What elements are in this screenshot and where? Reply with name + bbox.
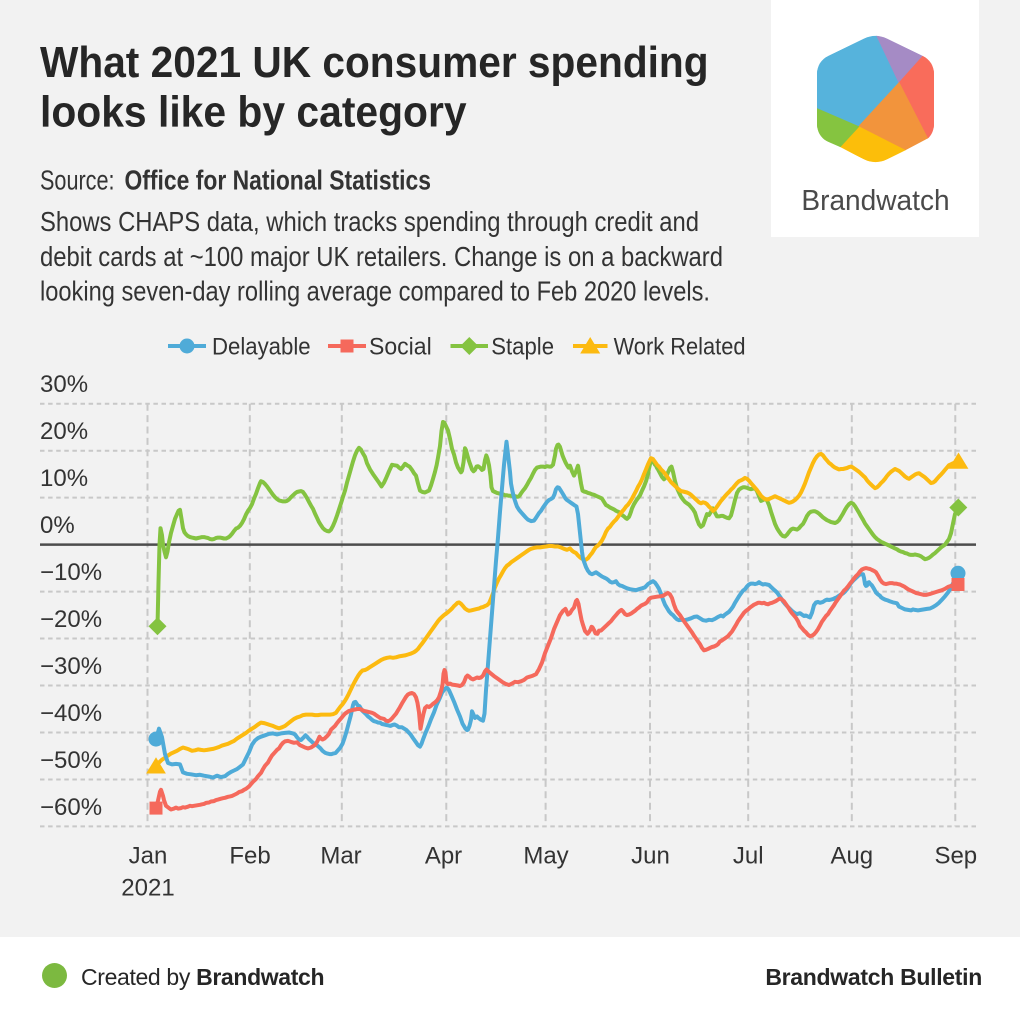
svg-text:Social: Social (369, 334, 432, 361)
svg-text:Jan: Jan (129, 843, 168, 870)
svg-text:30%: 30% (40, 371, 88, 398)
svg-text:looking seven-day rolling aver: looking seven-day rolling average compar… (40, 275, 710, 306)
svg-text:Jun: Jun (631, 843, 670, 870)
svg-text:May: May (523, 843, 568, 870)
svg-text:10%: 10% (40, 465, 88, 492)
svg-text:Sep: Sep (934, 843, 977, 870)
svg-text:−20%: −20% (40, 606, 102, 633)
svg-text:Apr: Apr (425, 843, 462, 870)
svg-text:Staple: Staple (491, 334, 554, 361)
svg-text:−40%: −40% (40, 700, 102, 727)
svg-text:2021: 2021 (121, 875, 174, 902)
svg-text:Delayable: Delayable (212, 334, 311, 361)
svg-text:Office for National Statistics: Office for National Statistics (125, 164, 432, 195)
svg-text:Aug: Aug (830, 843, 873, 870)
svg-text:Feb: Feb (229, 843, 270, 870)
svg-text:−10%: −10% (40, 559, 102, 586)
svg-text:Brandwatch: Brandwatch (801, 185, 949, 217)
svg-text:looks like by category: looks like by category (40, 88, 467, 137)
svg-text:20%: 20% (40, 418, 88, 445)
svg-text:debit cards at ~100 major UK r: debit cards at ~100 major UK retailers. … (40, 241, 723, 272)
svg-text:−30%: −30% (40, 653, 102, 680)
svg-text:What 2021 UK consumer spending: What 2021 UK consumer spending (40, 38, 709, 87)
svg-text:0%: 0% (40, 512, 75, 539)
svg-text:Shows CHAPS data, which tracks: Shows CHAPS data, which tracks spending … (40, 206, 699, 237)
svg-text:Work Related: Work Related (614, 334, 746, 361)
svg-text:−60%: −60% (40, 794, 102, 821)
svg-text:Jul: Jul (733, 843, 764, 870)
svg-text:Source:: Source: (40, 164, 115, 195)
svg-text:−50%: −50% (40, 747, 102, 774)
svg-text:Mar: Mar (320, 843, 361, 870)
